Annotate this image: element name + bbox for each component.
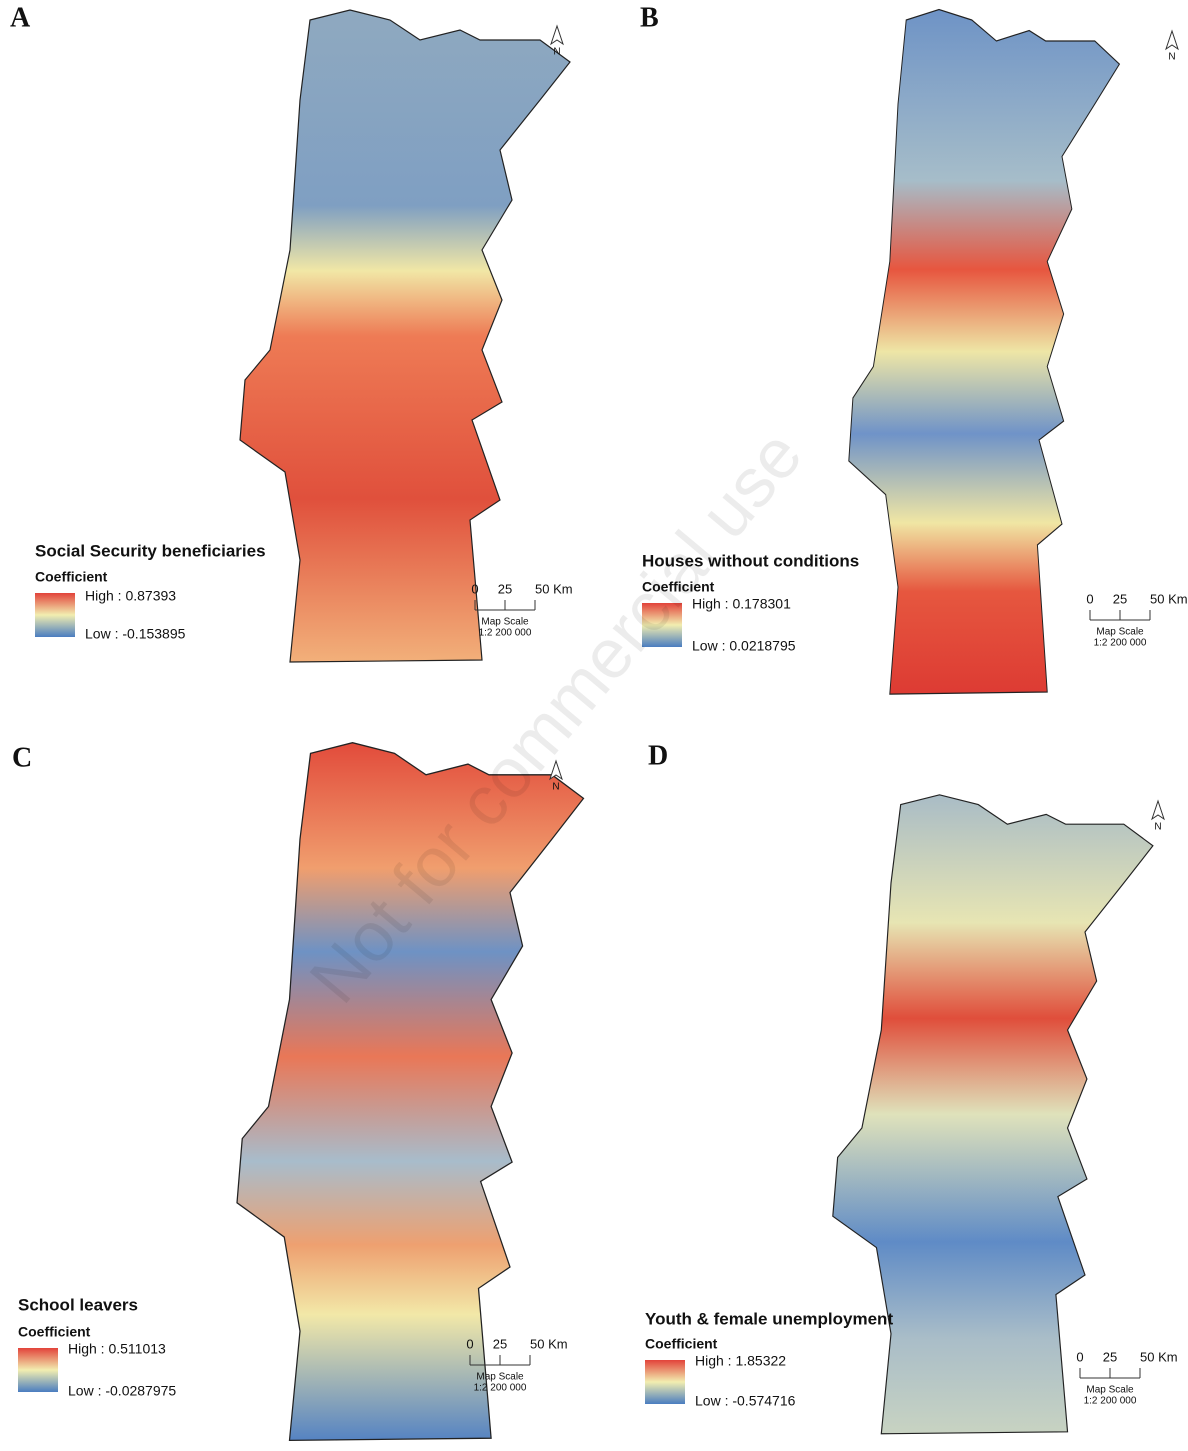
scale-label: 0	[466, 1336, 473, 1351]
legend-subtitle: Coefficient	[645, 1336, 718, 1352]
north-label: N	[552, 782, 559, 793]
scale-ratio: 1:2 200 000	[474, 1383, 527, 1394]
scale-label: 0	[471, 581, 478, 596]
legend-swatch	[645, 1360, 685, 1404]
legend-high: High : 0.87393	[85, 588, 176, 604]
scale-label: 50 Km	[530, 1336, 568, 1351]
north-arrow	[551, 26, 563, 44]
legend-low: Low : 0.0218795	[692, 638, 796, 654]
legend-title: Social Security beneficiaries	[35, 541, 266, 560]
panel-letter: B	[640, 2, 659, 33]
scale-label: 0	[1086, 591, 1093, 606]
map-region	[849, 10, 1120, 695]
legend-low: Low : -0.574716	[695, 1393, 796, 1409]
scale-label: 25	[1103, 1349, 1117, 1364]
panel: D Youth & female unemployment CoefficientH…	[645, 740, 1178, 1433]
legend-low: Low : -0.0287975	[68, 1383, 176, 1399]
legend-high: High : 0.178301	[692, 596, 791, 612]
legend-high: High : 0.511013	[68, 1341, 166, 1357]
scale-ratio: 1:2 200 000	[1084, 1396, 1137, 1407]
map-region	[240, 10, 570, 662]
north-arrow	[1152, 801, 1164, 819]
north-label: N	[553, 47, 560, 58]
panel: A Social Security beneficiaries Coefficien…	[10, 2, 573, 662]
scale-ratio: 1:2 200 000	[1094, 638, 1147, 649]
legend-title: Youth & female unemployment	[645, 1309, 893, 1328]
legend-subtitle: Coefficient	[35, 569, 108, 585]
scale-title: Map Scale	[1096, 627, 1144, 638]
scale-label: 50 Km	[1140, 1349, 1178, 1364]
map-region	[833, 795, 1153, 1434]
scale-label: 25	[493, 1336, 507, 1351]
scale-label: 0	[1076, 1349, 1083, 1364]
scale-title: Map Scale	[481, 617, 529, 628]
legend-swatch	[18, 1348, 58, 1392]
figure: A Social Security beneficiaries Coefficien…	[0, 0, 1188, 1451]
scale-label: 50 Km	[1150, 591, 1188, 606]
scale-label: 50 Km	[535, 581, 573, 596]
scale-title: Map Scale	[476, 1372, 524, 1383]
legend-title: School leavers	[18, 1295, 138, 1314]
north-label: N	[1154, 822, 1161, 833]
north-arrow	[1166, 31, 1178, 49]
scale-label: 25	[498, 581, 512, 596]
north-label: N	[1168, 52, 1175, 63]
scale-label: 25	[1113, 591, 1127, 606]
legend-subtitle: Coefficient	[18, 1324, 91, 1340]
legend-swatch	[35, 593, 75, 637]
panel-letter: D	[648, 740, 668, 771]
legend-low: Low : -0.153895	[85, 626, 186, 642]
panel-letter: C	[12, 742, 32, 773]
legend-high: High : 1.85322	[695, 1353, 786, 1369]
panel-letter: A	[10, 2, 31, 33]
scale-title: Map Scale	[1086, 1385, 1134, 1396]
scale-ratio: 1:2 200 000	[479, 628, 532, 639]
